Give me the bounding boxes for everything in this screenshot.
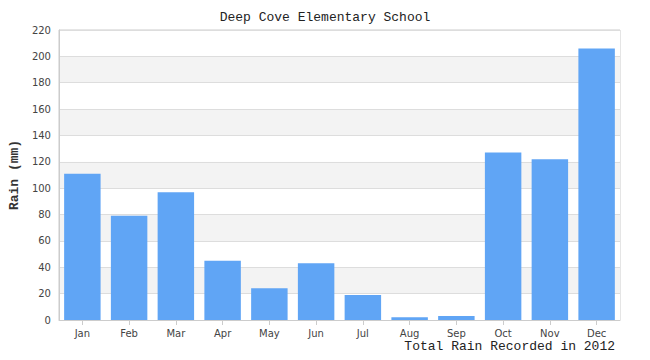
svg-text:20: 20 [38,288,51,299]
svg-text:Total Rain Recorded in 2012: Total Rain Recorded in 2012 [404,339,615,354]
svg-text:160: 160 [32,104,51,115]
svg-text:Nov: Nov [540,328,560,339]
svg-text:120: 120 [32,156,51,167]
svg-text:140: 140 [32,130,51,141]
svg-text:Jul: Jul [356,328,369,339]
svg-text:Apr: Apr [214,328,232,339]
svg-text:May: May [259,328,280,339]
svg-text:80: 80 [38,209,51,220]
svg-text:180: 180 [32,77,51,88]
svg-text:Rain (mm): Rain (mm) [7,140,22,210]
svg-text:Feb: Feb [120,328,138,339]
svg-text:200: 200 [32,51,51,62]
svg-text:40: 40 [38,262,51,273]
svg-text:0: 0 [45,315,51,326]
svg-text:Aug: Aug [400,328,420,339]
svg-text:Dec: Dec [587,328,606,339]
svg-text:60: 60 [38,235,51,246]
svg-text:220: 220 [32,25,51,36]
svg-text:100: 100 [32,183,51,194]
svg-text:Jun: Jun [307,328,324,339]
svg-text:Deep Cove Elementary School: Deep Cove Elementary School [220,10,431,25]
svg-text:Jan: Jan [74,328,90,339]
svg-text:Oct: Oct [494,328,511,339]
svg-text:Mar: Mar [166,328,186,339]
svg-text:Sep: Sep [447,328,466,339]
